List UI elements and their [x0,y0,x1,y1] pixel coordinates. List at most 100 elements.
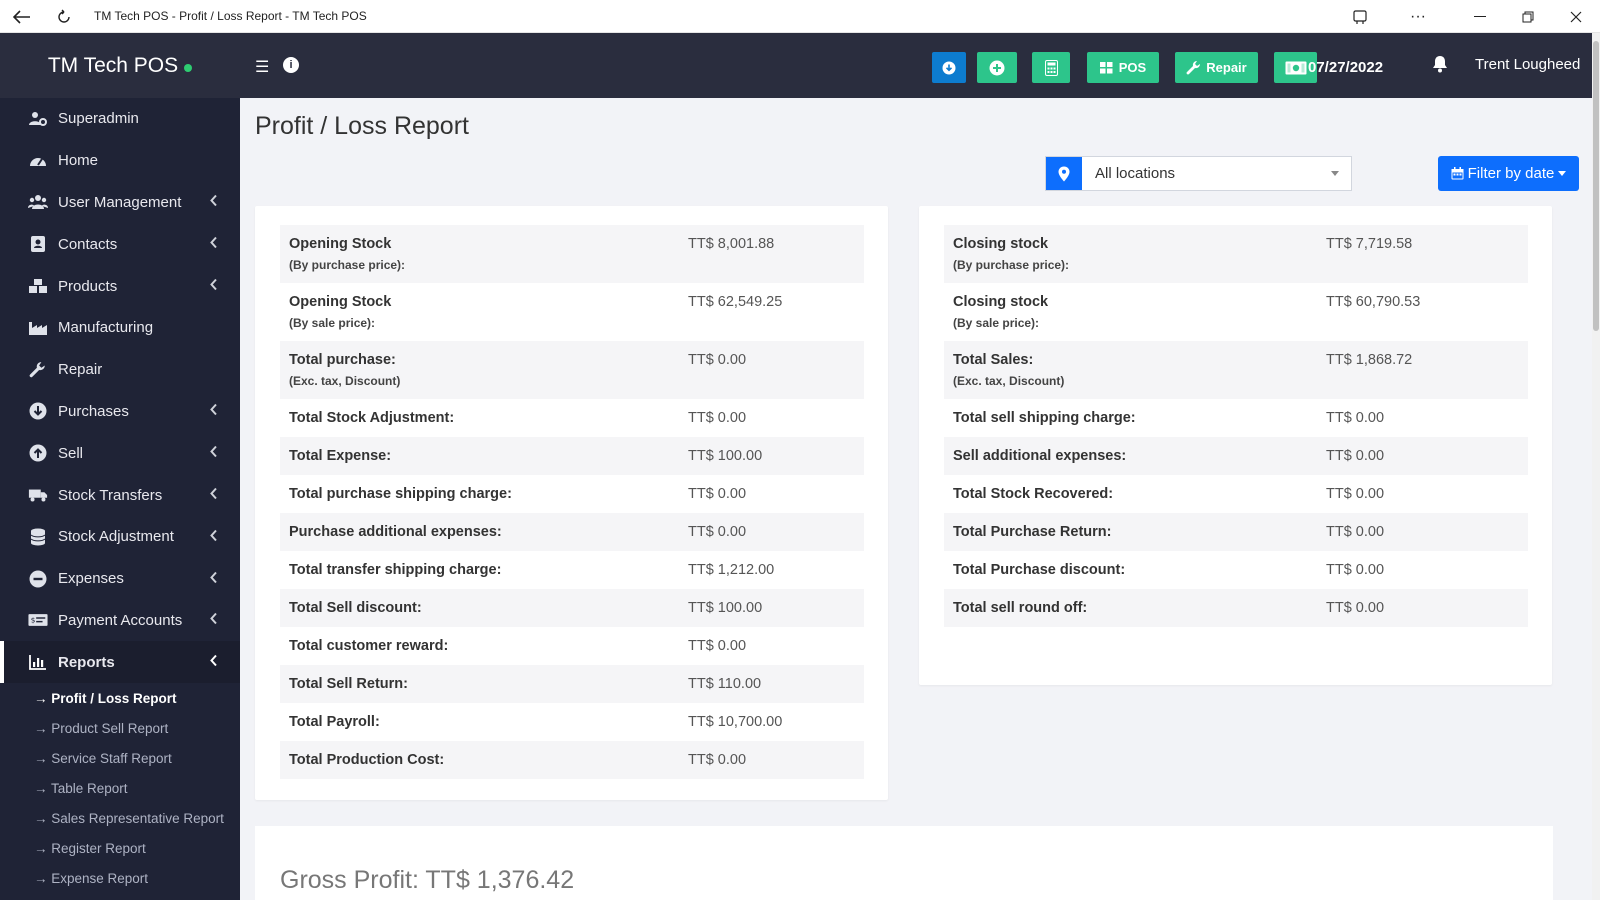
close-icon[interactable] [1564,0,1588,33]
database-icon [28,527,48,547]
money-bill-icon [1285,61,1306,74]
current-date: 07/27/2022 [1308,59,1384,76]
row-value: TT$ 62,549.25 [688,294,783,310]
sidebar-item-label: User Management [58,193,182,211]
window-title: TM Tech POS - Profit / Loss Report - TM … [94,9,367,23]
reports-submenu-item[interactable]: → Register Report [34,840,146,856]
sidebar-nav: Superadmin Home User Management Contacts Pro… [0,98,240,684]
window-titlebar: TM Tech POS - Profit / Loss Report - TM … [0,0,1600,33]
sidebar-item-expenses[interactable]: Expenses [0,558,240,600]
calculator-icon [1044,59,1058,76]
cast-icon[interactable] [1348,0,1372,33]
location-select-value: All locations [1095,165,1176,182]
scrollbar[interactable] [1592,33,1600,900]
sidebar-item-label: Contacts [58,235,118,253]
row-label: Total purchase shipping charge: [289,486,512,502]
row-value: TT$ 60,790.53 [1326,294,1421,310]
chevron-left-icon [210,613,220,628]
restore-icon[interactable] [1516,0,1540,33]
sidebar-item-label: Superadmin [58,110,139,128]
row-label: Total Stock Recovered: [953,486,1114,502]
dashboard-icon [28,151,48,171]
cash-register-button[interactable] [1274,52,1317,83]
row-value: TT$ 100.00 [688,448,763,464]
sidebar-item-home[interactable]: Home [0,140,240,182]
grid-icon [1099,61,1113,73]
reports-submenu-item[interactable]: → Table Report [34,780,128,796]
sidebar-item-superadmin[interactable]: Superadmin [0,98,240,140]
table-row: Sell additional expenses: TT$ 0.00 [944,437,1528,475]
minimize-icon[interactable] [1468,0,1492,33]
table-row: Total purchase: (Exc. tax, Discount) TT$ 0… [280,341,864,399]
reports-submenu-item[interactable]: → Service Staff Report [34,750,172,766]
row-label: Total Payroll: [289,714,380,730]
user-menu[interactable]: Trent Lougheed [1475,56,1581,73]
row-label: Total Sell Return: [289,676,408,692]
money-check-icon: $ [28,610,48,630]
arrow-circle-down-icon [28,401,48,421]
sidebar-item-reports[interactable]: Reports [0,641,240,684]
arrow-circle-up-icon [28,443,48,463]
scrollbar-thumb[interactable] [1593,41,1599,331]
repair-button[interactable]: Repair [1175,52,1258,83]
row-label: Total sell shipping charge: [953,410,1136,426]
sidebar-item-payment-accounts[interactable]: $ Payment Accounts [0,600,240,642]
sidebar-item-sell[interactable]: Sell [0,432,240,474]
back-arrow-icon[interactable] [10,0,34,33]
sidebar-item-label: Sell [58,444,84,462]
map-marker-icon [1046,157,1082,190]
reports-submenu-item[interactable]: → Expense Report [34,870,149,886]
table-row: Total sell shipping charge: TT$ 0.00 [944,399,1528,437]
refresh-icon[interactable] [52,0,76,33]
reports-submenu-item[interactable]: → Profit / Loss Report [34,690,177,706]
row-value: TT$ 0.00 [688,486,747,502]
reports-submenu-item[interactable]: → Sales Representative Report [34,810,224,826]
location-select[interactable]: All locations [1045,156,1352,191]
sidebar-item-stock-adjustment[interactable]: Stock Adjustment [0,516,240,558]
industry-icon [28,318,48,338]
table-row: Total Purchase discount: TT$ 0.00 [944,551,1528,589]
sidebar-item-user-management[interactable]: User Management [0,182,240,224]
chevron-left-icon [210,404,220,419]
table-row: Total Sell Return: TT$ 110.00 [280,665,864,703]
sidebar-item-repair[interactable]: Repair [0,349,240,391]
truck-icon [28,485,48,505]
sidebar-item-contacts[interactable]: Contacts [0,223,240,265]
sidebar-item-stock-transfers[interactable]: Stock Transfers [0,474,240,516]
row-label: Total Sales: [953,352,1034,368]
table-row: Total customer reward: TT$ 0.00 [280,627,864,665]
row-sublabel: (By sale price): [953,316,1040,330]
brand-logo[interactable]: TM Tech POS [0,33,240,98]
info-icon[interactable]: i [283,57,299,73]
hamburger-menu-icon[interactable]: ☰ [255,59,270,76]
row-label: Total Purchase discount: [953,562,1126,578]
chevron-left-icon [210,446,220,461]
row-label: Total customer reward: [289,638,449,654]
address-book-icon [28,234,48,254]
left-summary-card: Opening Stock (By purchase price): TT$ 8,0… [255,206,888,800]
reports-submenu-item[interactable]: → Product Sell Report [34,720,169,736]
more-options-icon[interactable]: ··· [1410,7,1426,25]
sidebar-item-manufacturing[interactable]: Manufacturing [0,307,240,349]
row-label: Purchase additional expenses: [289,524,502,540]
row-label: Total sell round off: [953,600,1088,616]
row-sublabel: (Exc. tax, Discount) [289,374,401,388]
row-value: TT$ 110.00 [688,676,762,692]
row-label: Total transfer shipping charge: [289,562,502,578]
pos-button[interactable]: POS [1087,52,1159,83]
sidebar-item-products[interactable]: Products [0,265,240,307]
calculator-button[interactable] [1032,52,1070,83]
sidebar-item-label: Stock Adjustment [58,528,174,546]
filter-by-date-button[interactable]: Filter by date [1438,156,1579,191]
brand-name: TM Tech POS [47,53,179,77]
bell-icon[interactable] [1432,55,1448,78]
sidebar-item-purchases[interactable]: Purchases [0,391,240,433]
download-button[interactable] [932,52,966,83]
chevron-left-icon [210,655,220,670]
bar-chart-icon [28,652,48,672]
add-button[interactable] [977,52,1017,83]
row-value: TT$ 0.00 [1326,486,1385,502]
sidebar-item-label: Purchases [58,402,129,420]
row-value: TT$ 0.00 [688,638,747,654]
caret-down-icon [1558,171,1567,176]
